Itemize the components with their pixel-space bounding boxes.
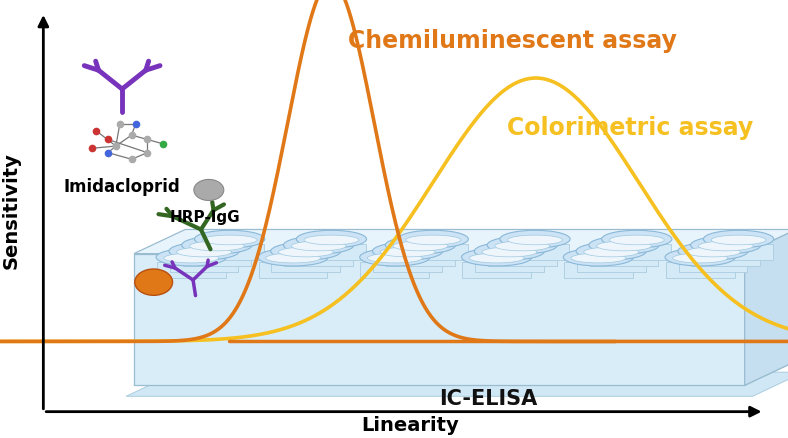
Text: Chemiluminescent assay: Chemiluminescent assay (348, 28, 677, 53)
Polygon shape (386, 251, 455, 266)
Polygon shape (134, 361, 788, 385)
Ellipse shape (189, 242, 244, 251)
Polygon shape (666, 263, 734, 278)
Polygon shape (195, 245, 264, 260)
Ellipse shape (474, 243, 545, 260)
Ellipse shape (177, 247, 232, 257)
Ellipse shape (359, 249, 430, 266)
Ellipse shape (380, 247, 435, 257)
Ellipse shape (686, 247, 741, 257)
Polygon shape (463, 263, 531, 278)
Ellipse shape (500, 231, 571, 248)
Ellipse shape (576, 243, 646, 260)
Polygon shape (360, 263, 429, 278)
Ellipse shape (169, 243, 240, 260)
Ellipse shape (589, 237, 659, 254)
Polygon shape (134, 230, 788, 254)
Polygon shape (272, 257, 340, 272)
Ellipse shape (571, 254, 626, 263)
Polygon shape (589, 251, 658, 266)
Polygon shape (500, 245, 570, 260)
Ellipse shape (195, 231, 265, 248)
Ellipse shape (385, 237, 455, 254)
Polygon shape (475, 257, 544, 272)
Ellipse shape (487, 237, 557, 254)
Text: Sensitivity: Sensitivity (2, 152, 20, 268)
Ellipse shape (367, 254, 422, 263)
Polygon shape (169, 257, 239, 272)
Ellipse shape (704, 231, 774, 248)
Polygon shape (157, 263, 225, 278)
Polygon shape (399, 245, 467, 260)
Ellipse shape (602, 231, 672, 248)
Ellipse shape (462, 249, 532, 266)
Ellipse shape (194, 180, 224, 201)
Polygon shape (284, 251, 353, 266)
Polygon shape (488, 251, 556, 266)
Text: IC-ELISA: IC-ELISA (440, 389, 537, 409)
Polygon shape (691, 251, 760, 266)
Text: HRP-IgG: HRP-IgG (169, 209, 240, 224)
Ellipse shape (258, 249, 328, 266)
Ellipse shape (665, 249, 735, 266)
Ellipse shape (469, 254, 524, 263)
Ellipse shape (304, 236, 359, 245)
Ellipse shape (698, 242, 753, 251)
Ellipse shape (609, 236, 664, 245)
Polygon shape (745, 230, 788, 385)
Ellipse shape (482, 247, 537, 257)
Text: Linearity: Linearity (361, 415, 459, 434)
Ellipse shape (398, 231, 468, 248)
Ellipse shape (278, 247, 333, 257)
Text: Colorimetric assay: Colorimetric assay (507, 116, 753, 140)
Ellipse shape (164, 254, 219, 263)
Polygon shape (603, 245, 671, 260)
Ellipse shape (203, 236, 257, 245)
Polygon shape (297, 245, 366, 260)
Polygon shape (577, 257, 645, 272)
Ellipse shape (393, 242, 448, 251)
Polygon shape (704, 245, 773, 260)
Ellipse shape (292, 242, 346, 251)
Ellipse shape (678, 243, 748, 260)
Ellipse shape (711, 236, 766, 245)
Polygon shape (134, 254, 745, 385)
Polygon shape (678, 257, 747, 272)
Polygon shape (258, 263, 327, 278)
Ellipse shape (156, 249, 226, 266)
Ellipse shape (284, 237, 354, 254)
Ellipse shape (584, 247, 638, 257)
Ellipse shape (507, 236, 563, 245)
Ellipse shape (597, 242, 652, 251)
Polygon shape (564, 263, 633, 278)
Ellipse shape (673, 254, 727, 263)
Ellipse shape (406, 236, 461, 245)
Polygon shape (126, 372, 788, 396)
Ellipse shape (271, 243, 341, 260)
Ellipse shape (182, 237, 252, 254)
Polygon shape (183, 251, 251, 266)
Ellipse shape (690, 237, 761, 254)
Text: Imidacloprid: Imidacloprid (64, 177, 180, 195)
Ellipse shape (495, 242, 550, 251)
Polygon shape (374, 257, 442, 272)
Ellipse shape (135, 269, 173, 296)
Ellipse shape (373, 243, 443, 260)
Ellipse shape (563, 249, 634, 266)
Ellipse shape (296, 231, 366, 248)
Ellipse shape (266, 254, 321, 263)
